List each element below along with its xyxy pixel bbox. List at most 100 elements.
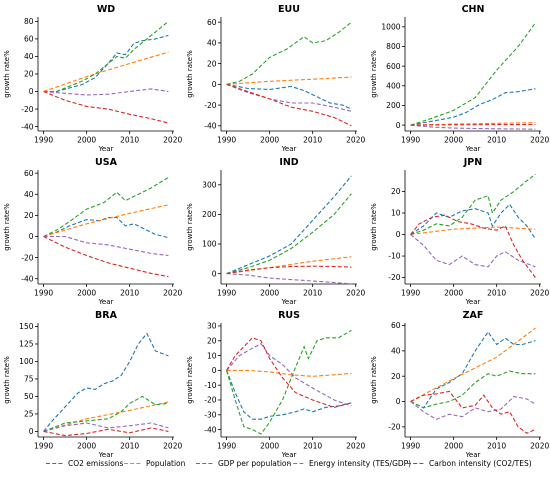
- y-tick-label: 10: [391, 209, 401, 218]
- series-line-population: [226, 369, 352, 377]
- y-tick-label: 0: [212, 366, 217, 375]
- x-tick-label: 2020: [163, 289, 182, 298]
- panel-zaf: ZAF -20 0 20 40 60 1990 2000 2010 2020 Year growth …: [370, 310, 549, 459]
- y-tick-label: 0: [212, 80, 217, 89]
- x-tick-label: 1990: [217, 442, 236, 451]
- x-tick-label: 2010: [120, 136, 139, 145]
- y-tick-label: 75: [24, 375, 34, 384]
- panel-title-ind: IND: [279, 157, 298, 168]
- panel-title-euu: EUU: [278, 4, 300, 15]
- series-line-gdp-per-population: [226, 193, 352, 275]
- series-line-energy-intensity-tes-gdp: [43, 422, 169, 432]
- series-line-co2-emissions: [410, 203, 536, 240]
- series-line-co2-emissions: [410, 330, 536, 409]
- y-tick-label: 20: [207, 336, 217, 345]
- y-axis-label: growth rate%: [186, 356, 194, 404]
- series-line-population: [43, 204, 169, 238]
- y-tick-label: -20: [204, 396, 216, 405]
- panel-title-chn: CHN: [462, 4, 485, 15]
- series-line-gdp-per-population: [410, 370, 536, 409]
- x-tick-label: 1990: [401, 289, 420, 298]
- y-tick-label: 60: [207, 18, 217, 27]
- series-line-gdp-per-population: [410, 22, 536, 126]
- y-tick-label: 400: [386, 81, 401, 90]
- legend-label-population: Population: [146, 459, 186, 468]
- series-line-co2-emissions: [226, 370, 352, 420]
- y-axis-label: growth rate%: [370, 356, 378, 404]
- series-line-energy-intensity-tes-gdp: [410, 124, 536, 130]
- series-line-gdp-per-population: [226, 21, 352, 85]
- x-tick-label: 2020: [163, 442, 182, 451]
- x-tick-label: 1990: [34, 289, 53, 298]
- y-tick-label: 20: [391, 372, 401, 381]
- x-axis-label: Year: [98, 298, 114, 306]
- legend: CO2 emissions Population GDP per populatio…: [46, 459, 532, 468]
- x-axis-label: Year: [98, 451, 114, 459]
- panel-title-jpn: JPN: [463, 157, 482, 168]
- series-line-energy-intensity-tes-gdp: [410, 395, 536, 420]
- series-line-co2-emissions: [226, 83, 352, 110]
- x-tick-label: 2010: [487, 289, 506, 298]
- y-tick-label: 60: [391, 321, 401, 330]
- panel-jpn: JPN -20 -10 0 10 20 1990 2000 2010 2020 Year growth…: [370, 157, 549, 306]
- x-tick-label: 2000: [260, 442, 279, 451]
- x-tick-label: 1990: [34, 442, 53, 451]
- y-tick-label: 25: [24, 410, 34, 419]
- series-line-co2-emissions: [226, 175, 352, 275]
- x-tick-label: 2010: [120, 442, 139, 451]
- x-tick-label: 2000: [77, 136, 96, 145]
- y-tick-label: 200: [386, 101, 401, 110]
- panel-wd: WD -40 -20 0 20 40 60 80 1990 2000 2010 2020 Year gro…: [3, 4, 182, 153]
- series-line-population: [410, 327, 536, 402]
- y-tick-label: -20: [21, 105, 33, 114]
- series-line-carbon-intensity-co2-tes: [226, 265, 352, 275]
- x-tick-label: 2020: [346, 136, 365, 145]
- x-tick-label: 1990: [34, 136, 53, 145]
- x-axis-label: Year: [281, 451, 297, 459]
- panel-title-rus: RUS: [278, 310, 300, 321]
- y-axis-label: growth rate%: [370, 203, 378, 251]
- y-tick-label: 20: [391, 187, 401, 196]
- series-line-gdp-per-population: [226, 329, 352, 435]
- x-tick-label: 2010: [303, 289, 322, 298]
- x-tick-label: 1990: [401, 442, 420, 451]
- panel-ind: IND 0 100 200 300 1990 2000 2010 2020 Year growth …: [186, 157, 365, 306]
- series-line-gdp-per-population: [410, 173, 536, 236]
- y-tick-label: 30: [207, 322, 217, 331]
- x-tick-label: 2000: [260, 289, 279, 298]
- y-tick-label: 0: [212, 269, 217, 278]
- panel-title-zaf: ZAF: [463, 310, 484, 321]
- y-axis-label: growth rate%: [186, 50, 194, 98]
- y-axis-label: growth rate%: [186, 203, 194, 251]
- y-tick-label: 0: [396, 230, 401, 239]
- y-tick-label: 0: [29, 87, 34, 96]
- x-axis-label: Year: [465, 451, 481, 459]
- x-tick-label: 1990: [217, 136, 236, 145]
- y-tick-label: 150: [19, 322, 34, 331]
- series-line-gdp-per-population: [43, 176, 169, 237]
- x-tick-label: 2000: [444, 442, 463, 451]
- series-line-gdp-per-population: [43, 20, 169, 93]
- x-tick-label: 2010: [487, 442, 506, 451]
- y-tick-label: 20: [24, 211, 34, 220]
- series-line-energy-intensity-tes-gdp: [226, 342, 352, 407]
- y-tick-label: -40: [21, 274, 33, 283]
- x-tick-label: 2000: [444, 289, 463, 298]
- x-tick-label: 2020: [346, 442, 365, 451]
- series-line-carbon-intensity-co2-tes: [43, 90, 169, 124]
- x-axis-label: Year: [281, 145, 297, 153]
- panel-title-bra: BRA: [95, 310, 118, 321]
- x-axis-label: Year: [281, 298, 297, 306]
- x-tick-label: 2020: [530, 442, 549, 451]
- series-line-energy-intensity-tes-gdp: [226, 273, 352, 285]
- y-tick-label: 60: [24, 169, 34, 178]
- series-line-population: [43, 51, 169, 93]
- y-tick-label: -10: [388, 252, 400, 261]
- x-tick-label: 2010: [487, 136, 506, 145]
- y-tick-label: 200: [202, 210, 217, 219]
- panel-bra: BRA 0 25 50 75 100 125 150 1990 2000 2010 2020 Year g…: [3, 310, 182, 459]
- y-tick-label: 60: [24, 35, 34, 44]
- y-tick-label: -40: [21, 122, 33, 131]
- y-tick-label: 300: [202, 181, 217, 190]
